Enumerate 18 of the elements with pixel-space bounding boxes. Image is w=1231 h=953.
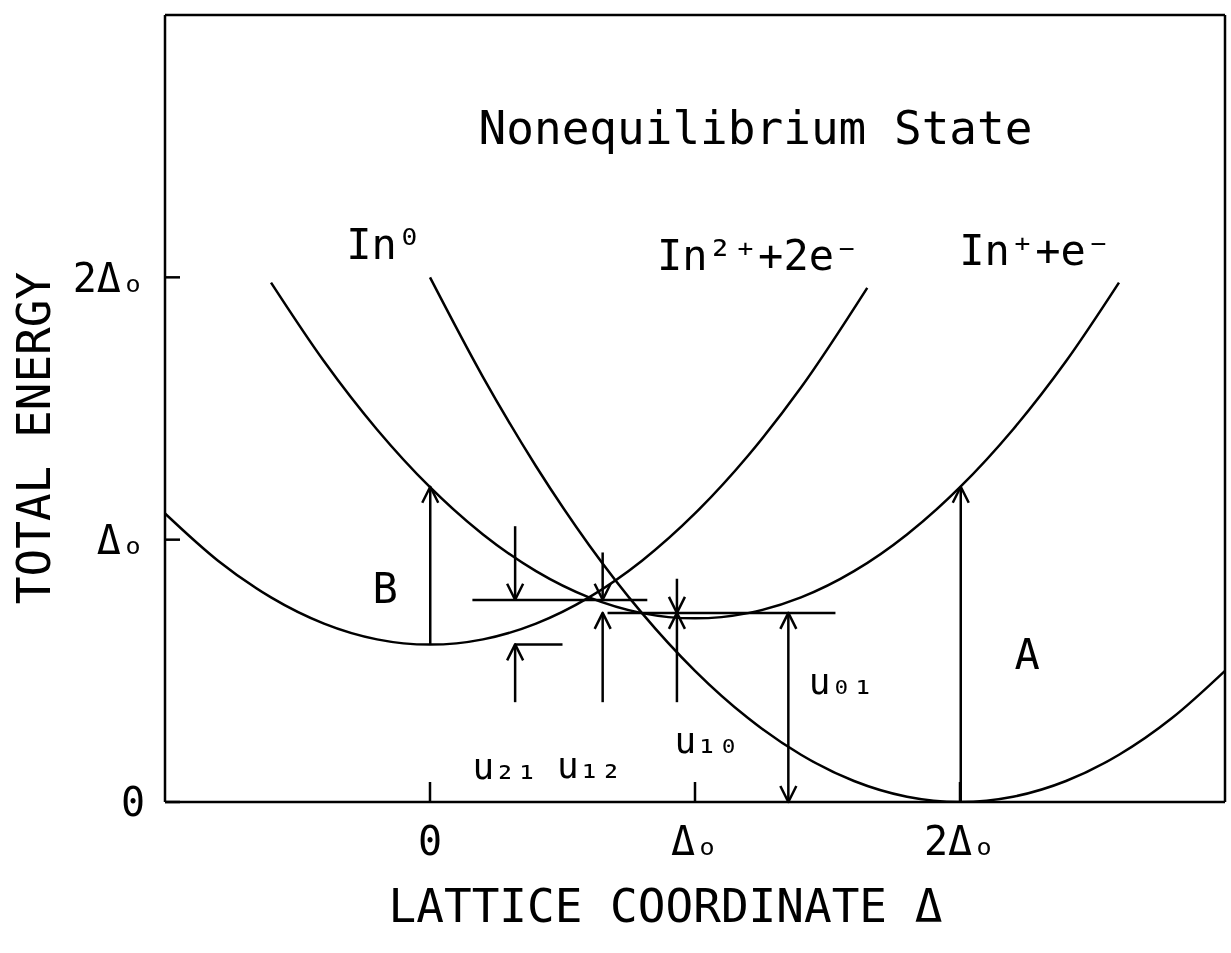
x-tick-label: 2Δₒ: [923, 818, 997, 865]
annotation: B: [372, 564, 398, 614]
y-tick-label: 0: [120, 779, 145, 826]
annotation: A: [1014, 630, 1040, 680]
y-tick-label: Δₒ: [96, 516, 145, 563]
x-tick-label: 0: [417, 818, 443, 865]
series-label: In²⁺+2e⁻: [656, 230, 860, 280]
annotation: u₁₀: [674, 719, 740, 761]
annotation: u₀₁: [808, 660, 874, 702]
x-tick-label: Δₒ: [670, 818, 720, 865]
x-axis-title: LATTICE COORDINATE Δ: [388, 879, 943, 933]
series-label: In⁺+e⁻: [959, 225, 1111, 275]
annotation: u₁₂: [556, 744, 622, 786]
y-axis-title: TOTAL ENERGY: [7, 271, 61, 605]
y-tick-label: 2Δₒ: [72, 254, 145, 301]
text: Nonequilibrium State: [478, 101, 1033, 155]
annotation: u₂₁: [472, 746, 538, 788]
series-label: In⁰: [346, 220, 422, 270]
